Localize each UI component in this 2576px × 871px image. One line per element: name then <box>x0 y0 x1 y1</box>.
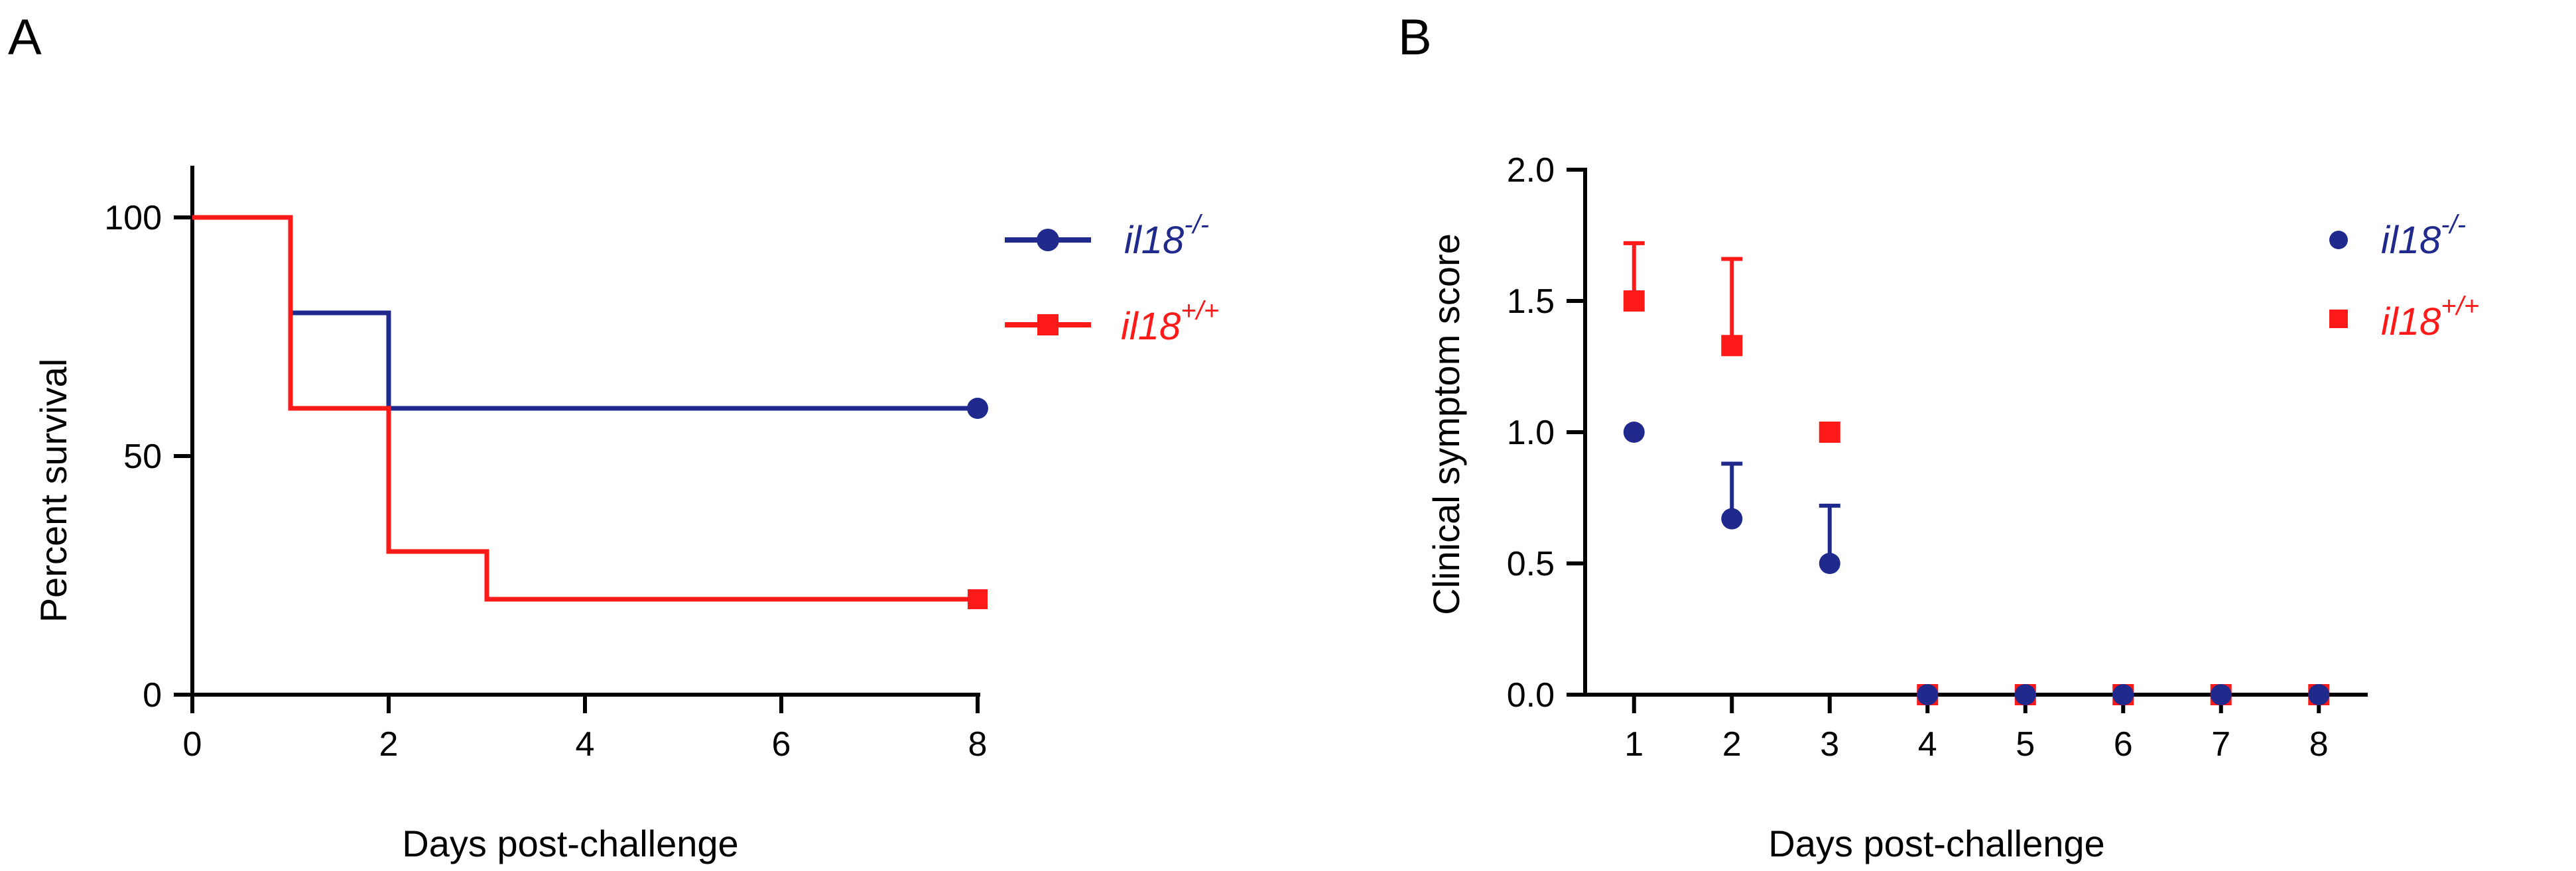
panel-b-legend-entry-wt: il18+/+ <box>2381 292 2479 343</box>
panel-a-x-tick-label: 2 <box>379 725 399 764</box>
panel-a-legend-label-ko: il18 <box>1124 219 1184 262</box>
panel-a-legend-entry-wt: il18+/+ <box>1121 296 1219 348</box>
panel-a-y-axis-title: Percent survival <box>32 359 74 622</box>
panel-b-y-tick-label: 1.0 <box>1507 414 1555 452</box>
panel-b-x-tick-label: 6 <box>2114 725 2133 764</box>
panel-b-x-tick-label: 2 <box>1722 725 1742 764</box>
panel-b-x-axis-title: Days post-challenge <box>1768 823 2104 864</box>
panel-a-legend-sup-ko: -/- <box>1184 210 1209 239</box>
panel-b-point-ko <box>2014 684 2036 705</box>
panel-b-y-tick-label: 0.0 <box>1507 676 1555 715</box>
panel-b-plot: 0.0 0.5 1.0 1.5 2.0 1 2 3 4 5 6 7 8 <box>1507 151 2368 764</box>
panel-b-y-tick-label: 2.0 <box>1507 151 1555 190</box>
panel-a-y-tick-label: 100 <box>104 199 162 237</box>
panel-b-legend-label-wt: il18 <box>2381 300 2441 343</box>
panel-a-x-tick-label: 6 <box>772 725 791 764</box>
panel-b-x-tick-label: 5 <box>2016 725 2035 764</box>
panel-a-y-tick-label: 0 <box>143 676 162 715</box>
panel-b-point-ko <box>2210 684 2232 705</box>
panel-a-legend: il18-/- il18+/+ <box>1005 210 1219 348</box>
panel-b-x-tick-label: 8 <box>2309 725 2329 764</box>
panel-b-y-axis-title: Clinical symptom score <box>1425 233 1467 615</box>
panel-b-point-wt <box>1623 290 1645 312</box>
panel-b-y-tick-label: 0.5 <box>1507 545 1555 583</box>
panel-a-x-tick-label: 0 <box>183 725 202 764</box>
panel-b-y-tick-label: 1.5 <box>1507 282 1555 321</box>
panel-b-point-ko <box>1819 553 1840 574</box>
panel-a-x-tick-label: 4 <box>576 725 595 764</box>
panel-b-point-ko <box>2112 684 2134 705</box>
panel-b-legend-sup-ko: -/- <box>2441 210 2466 239</box>
panel-b-legend-marker-wt <box>2329 310 2348 328</box>
panel-a-censor-marker-wt <box>968 589 988 609</box>
panel-b-legend-label-ko: il18 <box>2381 219 2441 262</box>
panel-a-legend-entry-ko: il18-/- <box>1124 210 1209 262</box>
panel-b-x-tick-label: 1 <box>1624 725 1643 764</box>
panel-b-point-ko <box>1721 508 1743 530</box>
panel-a-censor-marker-ko <box>967 398 988 419</box>
panel-a-legend-sup-wt: +/+ <box>1181 296 1219 325</box>
panel-a-survival-line-ko <box>192 215 978 411</box>
panel-b-point-ko <box>2308 684 2330 705</box>
panel-a-label: A <box>8 9 42 66</box>
panel-b-point-wt <box>1721 335 1743 357</box>
panel-b-legend-sup-wt: +/+ <box>2441 292 2479 321</box>
panel-b-x-tick-label: 7 <box>2211 725 2230 764</box>
panel-b-legend: il18-/- il18+/+ <box>2329 210 2479 343</box>
panel-b-point-wt <box>1819 422 1840 443</box>
panel-a: A 0 50 100 0 2 4 6 8 Days post-challenge Percen… <box>8 9 1219 864</box>
panel-b-label: B <box>1398 9 1432 66</box>
panel-a-x-axis-title: Days post-challenge <box>402 823 738 864</box>
panel-b: B 0.0 0.5 1.0 1.5 2.0 1 2 3 4 5 6 7 8 Days post-chal… <box>1398 9 2479 864</box>
panel-a-legend-label-wt: il18 <box>1121 305 1181 348</box>
panel-a-legend-marker-wt <box>1037 314 1059 335</box>
panel-a-survival-line-wt <box>192 215 978 602</box>
panel-b-point-ko <box>1623 422 1645 443</box>
panel-b-x-tick-label: 3 <box>1820 725 1839 764</box>
panel-a-plot: 0 50 100 0 2 4 6 8 <box>104 166 988 764</box>
panel-b-legend-entry-ko: il18-/- <box>2381 210 2466 262</box>
panel-b-legend-marker-ko <box>2329 231 2348 249</box>
panel-b-x-tick-label: 4 <box>1918 725 1937 764</box>
panel-a-x-tick-label: 8 <box>968 725 988 764</box>
panel-a-legend-marker-ko <box>1037 229 1059 251</box>
panel-a-y-tick-label: 50 <box>123 437 162 476</box>
panel-b-point-ko <box>1917 684 1939 705</box>
